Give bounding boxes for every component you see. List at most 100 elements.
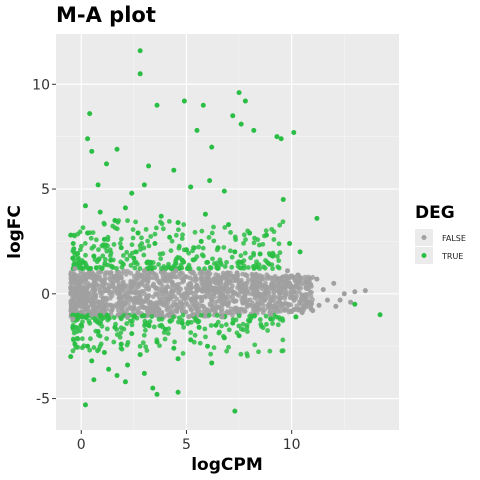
point-false — [268, 312, 274, 318]
point-true — [252, 235, 257, 241]
point-true — [238, 259, 244, 265]
point-false — [160, 300, 166, 305]
point-true — [97, 209, 103, 215]
point-false — [254, 288, 260, 294]
point-true — [236, 313, 242, 319]
point-true — [137, 266, 143, 271]
point-true — [209, 230, 215, 236]
point-false — [107, 291, 112, 296]
point-true — [156, 316, 162, 322]
point-true — [137, 243, 143, 249]
point-true — [124, 256, 130, 262]
x-tick-label: 0 — [77, 437, 86, 453]
y-tick-label: -5 — [36, 392, 50, 408]
point-false — [362, 288, 368, 294]
point-true — [207, 264, 213, 270]
point-false — [87, 283, 92, 289]
point-false — [155, 308, 161, 313]
point-true — [154, 102, 160, 108]
point-true — [236, 333, 242, 339]
point-true — [106, 366, 112, 372]
point-false — [184, 289, 190, 295]
point-true — [102, 221, 107, 227]
point-true — [277, 250, 283, 256]
point-false — [69, 271, 75, 277]
point-true — [146, 163, 152, 169]
point-false — [117, 288, 123, 294]
point-false — [97, 274, 103, 280]
point-true — [181, 98, 187, 104]
point-false — [155, 286, 161, 291]
point-false — [151, 275, 156, 281]
point-false — [145, 279, 151, 285]
point-false — [202, 288, 208, 294]
point-true — [180, 232, 185, 238]
point-false — [72, 301, 78, 307]
point-true — [179, 257, 185, 263]
point-false — [244, 273, 250, 279]
point-false — [99, 278, 105, 284]
point-true — [167, 234, 173, 240]
point-false — [123, 294, 129, 300]
point-false — [136, 293, 142, 299]
point-false — [272, 303, 278, 309]
point-true — [79, 345, 85, 351]
point-false — [108, 270, 114, 276]
point-true — [70, 248, 76, 254]
point-false — [72, 266, 78, 272]
point-true — [80, 225, 86, 231]
point-false — [286, 309, 292, 315]
point-false — [263, 280, 268, 286]
point-true — [230, 113, 236, 119]
point-true — [229, 264, 235, 270]
point-true — [185, 321, 191, 327]
point-false — [186, 314, 191, 319]
point-false — [101, 305, 107, 311]
point-false — [348, 299, 354, 305]
point-true — [251, 252, 257, 258]
point-true — [75, 336, 81, 342]
point-true — [141, 313, 147, 318]
point-true — [130, 227, 136, 233]
point-false — [232, 305, 238, 311]
point-false — [154, 277, 160, 283]
point-false — [130, 297, 136, 303]
legend-marker-false — [421, 235, 427, 240]
point-false — [78, 275, 84, 281]
point-true — [157, 323, 163, 329]
point-true — [96, 247, 101, 253]
y-axis-title: logFC — [5, 205, 25, 259]
point-true — [217, 329, 222, 335]
point-true — [243, 237, 248, 242]
point-false — [333, 303, 339, 309]
point-true — [88, 235, 94, 241]
point-false — [178, 286, 184, 292]
point-true — [190, 257, 196, 263]
point-true — [121, 262, 126, 267]
point-true — [142, 318, 148, 324]
point-true — [74, 313, 80, 319]
point-false — [269, 281, 274, 287]
point-true — [293, 314, 299, 320]
point-true — [78, 243, 84, 249]
point-false — [280, 301, 286, 307]
point-true — [91, 345, 97, 350]
point-false — [308, 281, 314, 287]
point-false — [316, 302, 322, 308]
point-true — [112, 324, 118, 330]
point-false — [306, 285, 311, 291]
point-false — [219, 307, 225, 312]
point-false — [294, 284, 300, 290]
point-true — [180, 351, 186, 356]
point-true — [171, 167, 177, 173]
point-true — [87, 347, 93, 353]
point-true — [175, 356, 181, 362]
point-false — [132, 289, 138, 295]
point-false — [300, 305, 306, 311]
point-true — [221, 335, 227, 341]
point-true — [198, 238, 204, 244]
point-false — [167, 310, 173, 316]
point-false — [132, 276, 138, 282]
point-true — [125, 218, 130, 224]
x-tick-label: 10 — [283, 437, 301, 453]
